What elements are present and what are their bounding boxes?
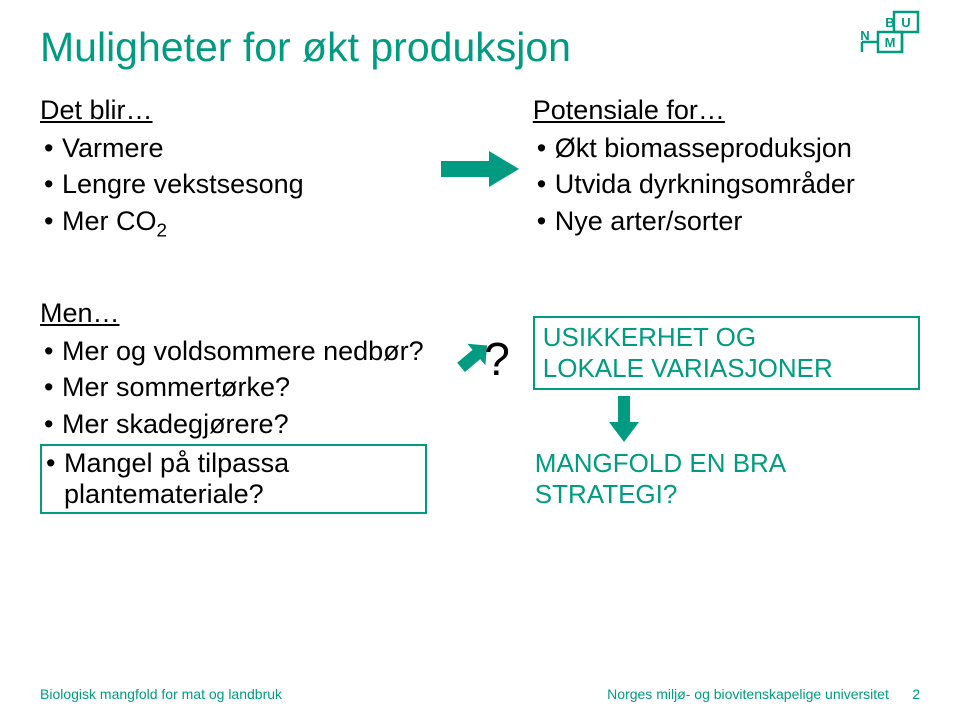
arrow-right-icon — [441, 151, 519, 187]
bottom-mid-column: ? — [427, 298, 533, 514]
slide-title: Muligheter for økt produksjon — [40, 24, 920, 71]
footer-right: Norges miljø- og biovitenskapelige unive… — [607, 686, 889, 702]
bullet-item: Nye arter/sorter — [533, 203, 920, 239]
top-arrow-container — [427, 95, 533, 244]
bottom-left-heading: Men… — [40, 298, 427, 329]
top-left-column: Det blir… Varmere Lengre vekstsesong Mer… — [40, 95, 427, 244]
nmbu-logo: U B M N — [842, 10, 920, 73]
bullet-item: Varmere — [40, 130, 427, 166]
top-right-heading: Potensiale for… — [533, 95, 920, 126]
bottom-left-column: Men… Mer og voldsommere nedbør? Mer somm… — [40, 298, 427, 514]
logo-letter-n: N — [860, 28, 869, 43]
co2-subscript: 2 — [157, 220, 168, 241]
uncertainty-box: USIKKERHET OG LOKALE VARIASJONER — [533, 316, 920, 390]
footer-right-wrap: Norges miljø- og biovitenskapelige unive… — [607, 686, 920, 702]
strategy-line: STRATEGI? — [535, 479, 678, 509]
top-row: Det blir… Varmere Lengre vekstsesong Mer… — [40, 95, 920, 244]
bullet-item: Lengre vekstsesong — [40, 166, 427, 202]
footer-page: 2 — [912, 686, 920, 702]
logo-letter-b: B — [885, 15, 894, 30]
arrow-down-icon — [609, 396, 639, 442]
boxed-bullet: Mangel på tilpassa plantemateriale? — [40, 444, 427, 514]
caps-line: USIKKERHET OG — [543, 322, 756, 352]
strategy-text: MANGFOLD EN BRA STRATEGI? — [533, 448, 920, 510]
bullet-item: Mer sommertørke? — [40, 369, 427, 405]
question-mark: ? — [484, 332, 510, 386]
bullet-item: Mer skadegjørere? — [40, 406, 427, 442]
slide: U B M N Muligheter for økt produksjon De… — [0, 0, 960, 716]
bullet-item: Mer og voldsommere nedbør? — [40, 333, 427, 369]
logo-letter-u: U — [901, 15, 910, 30]
top-left-heading: Det blir… — [40, 95, 427, 126]
footer: Biologisk mangfold for mat og landbruk N… — [40, 686, 920, 702]
top-right-column: Potensiale for… Økt biomasseproduksjon U… — [533, 95, 920, 244]
bullet-item: Økt biomasseproduksjon — [533, 130, 920, 166]
down-arrow-container — [533, 396, 920, 442]
bullet-item: Mer CO2 — [40, 203, 427, 244]
logo-letter-m: M — [885, 35, 896, 50]
strategy-line: MANGFOLD EN BRA — [535, 448, 786, 478]
bullet-item: Utvida dyrkningsområder — [533, 166, 920, 202]
caps-line: LOKALE VARIASJONER — [543, 353, 833, 383]
bottom-row: Men… Mer og voldsommere nedbør? Mer somm… — [40, 298, 920, 514]
footer-left: Biologisk mangfold for mat og landbruk — [40, 686, 282, 702]
bullet-text: Mer CO — [62, 206, 157, 236]
bottom-right-column: USIKKERHET OG LOKALE VARIASJONER MANGFOL… — [533, 298, 920, 514]
